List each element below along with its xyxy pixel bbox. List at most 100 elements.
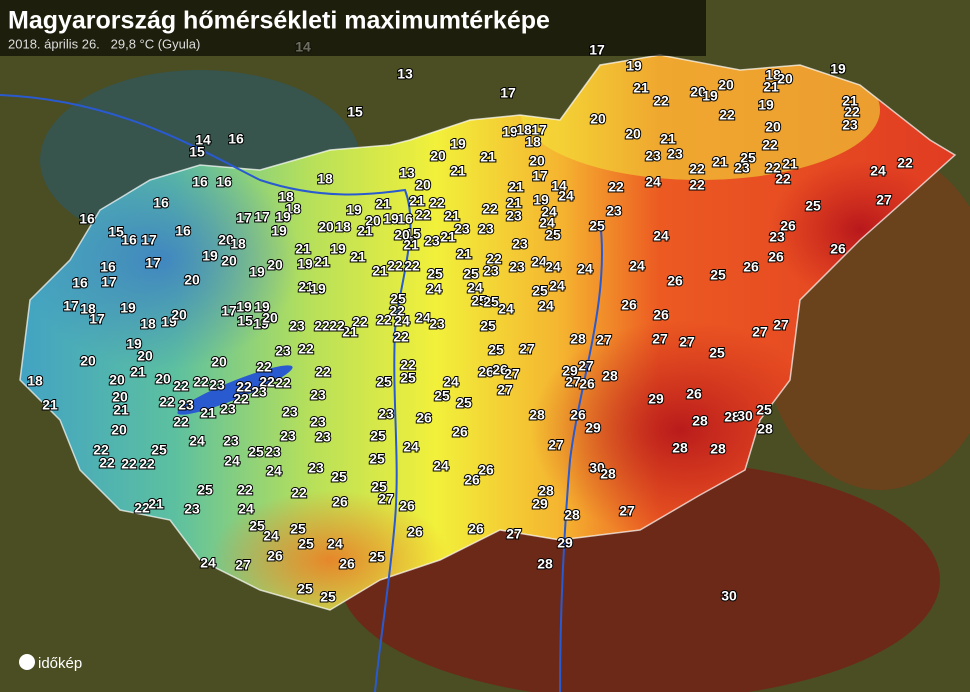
temperature-label: 24 [403,439,419,455]
temperature-label: 18 [317,171,333,187]
temperature-label: 20 [777,71,793,87]
lake [177,365,293,415]
temperature-label: 20 [365,213,381,229]
temperature-label: 18 [525,134,541,150]
temperature-label: 21 [782,156,798,172]
temperature-label: 17 [63,298,79,314]
temperature-label: 27 [679,334,695,350]
temperature-label: 29 [532,496,548,512]
temperature-label: 22 [159,394,175,410]
temperature-label: 16 [175,223,191,239]
temperature-label: 23 [478,221,494,237]
temperature-label: 27 [548,437,564,453]
temperature-label: 25 [483,294,499,310]
temperature-label: 25 [710,267,726,283]
temperature-label: 20 [184,272,200,288]
temperature-label: 25 [290,521,306,537]
temperature-label: 22 [719,107,735,123]
temperature-label: 22 [193,374,209,390]
temperature-label: 27 [506,526,522,542]
temperature-label: 29 [557,535,573,551]
temperature-label: 26 [768,249,784,265]
temperature-label: 27 [504,366,520,382]
temperature-label: 27 [565,374,581,390]
temperature-label: 22 [775,171,791,187]
temperature-label: 24 [224,453,240,469]
temperature-label: 23 [667,146,683,162]
temperature-label: 27 [619,503,635,519]
temperature-label: 19 [161,314,177,330]
temperature-label: 23 [315,429,331,445]
temperature-label: 18 [140,316,156,332]
temperature-label: 22 [393,329,409,345]
temperature-label: 21 [357,223,373,239]
temperature-label: 22 [376,312,392,328]
temperature-label: 23 [454,221,470,237]
temperature-label: 24 [467,280,483,296]
temperature-label: 27 [752,324,768,340]
temperature-label: 25 [434,388,450,404]
temperature-label: 25 [298,536,314,552]
temperature-label: 26 [339,556,355,572]
temperature-label: 23 [308,460,324,476]
temperature-label: 19 [253,316,269,332]
temperature-label: 26 [743,259,759,275]
temperature-label: 22 [233,391,249,407]
temperature-label: 17 [101,274,117,290]
temperature-label: 20 [211,354,227,370]
temperature-label: 20 [137,348,153,364]
temperature-label: 30 [721,588,737,604]
temperature-label: 24 [189,433,205,449]
temperature-label: 22 [121,456,137,472]
temperature-label: 20 [590,111,606,127]
temperature-label: 27 [773,317,789,333]
temperature-label: 25 [369,549,385,565]
temperature-label: 21 [409,193,425,209]
temperature-label: 20 [218,232,234,248]
temperature-label: 22 [429,195,445,211]
temperature-label: 24 [415,310,431,326]
temperature-label: 23 [209,377,225,393]
temperature-label: 24 [394,313,410,329]
temperature-label: 28 [600,466,616,482]
temperature-label: 21 [130,364,146,380]
temperature-label: 29 [648,391,664,407]
temperature-label: 25 [463,266,479,282]
temperature-label: 20 [80,353,96,369]
temperature-label: 22 [298,341,314,357]
temperature-label: 21 [480,149,496,165]
temperature-label: 25 [320,589,336,605]
temperature-label: 19 [236,299,252,315]
temperature-label: 17 [532,168,548,184]
temperature-label: 25 [369,451,385,467]
temperature-label: 21 [200,405,216,421]
temperature-label: 16 [192,174,208,190]
temperature-label: 26 [830,241,846,257]
temperature-label: 22 [689,177,705,193]
temperature-label: 24 [645,174,661,190]
temperature-label: 21 [842,93,858,109]
temperature-label: 23 [280,428,296,444]
temperature-label: 21 [403,237,419,253]
temperature-label: 26 [332,494,348,510]
temperature-label: 20 [430,148,446,164]
temperature-label: 26 [464,472,480,488]
temperature-label: 25 [456,395,472,411]
temperature-label: 20 [690,84,706,100]
temperature-label: 22 [315,364,331,380]
temperature-label: 24 [498,301,514,317]
temperature-label: 25 [709,345,725,361]
temperature-label: 26 [267,548,283,564]
temperature-label: 24 [426,281,442,297]
temperature-label: 23 [378,406,394,422]
temperature-label: 16 [153,195,169,211]
temperature-label: 20 [221,253,237,269]
temperature-label: 22 [275,375,291,391]
temperature-label: 26 [686,386,702,402]
temperature-label: 21 [763,79,779,95]
temperature-label: 23 [429,316,445,332]
temperature-label: 25 [532,283,548,299]
